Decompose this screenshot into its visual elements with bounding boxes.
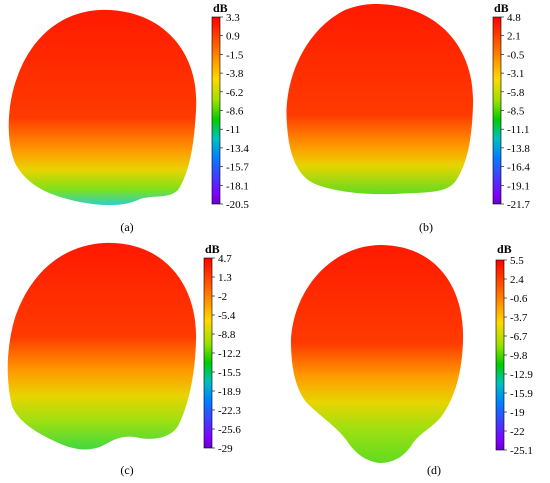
colorbar-ticks-d: 5.5 2.4 -0.6 -3.7 -6.7 -9.8 -12.9 -15.9 -19 -22 -2… [504, 255, 533, 457]
colorbar-tick-label-b: -11.1 [507, 124, 530, 136]
colorbar-tick-label-a: 3.3 [226, 12, 240, 24]
colorbar-tick-label-a: -15.7 [226, 162, 249, 174]
radiation-pattern-d [291, 245, 464, 463]
colorbar-tick-label-a: -20.5 [226, 199, 249, 211]
colorbar-ticks-b: 4.8 2.1 -0.5 -3.1 -5.8 -8.5 -11.1 -13.8 -16.4 -19… [501, 12, 530, 211]
panel-b-figure: dB 4.8 2.1 -0.5 -3.1 -5.8 -8.5 -11.1 -13.8 -16.4… [286, 1, 530, 211]
panel-label-a: (a) [120, 220, 134, 234]
radiation-pattern-a [8, 9, 197, 206]
colorbar-tick-label-b: -13.8 [507, 143, 530, 155]
colorbar-tick-label-a: -1.5 [226, 49, 244, 61]
colorbar-c [203, 257, 213, 449]
colorbar-tick-label-d: -9.8 [510, 350, 528, 362]
colorbar-tick-label-c: -25.6 [218, 424, 241, 436]
colorbar-tick-label-d: 2.4 [510, 274, 524, 286]
colorbar-tick-label-d: -3.7 [510, 312, 528, 324]
colorbar-tick-label-c: 1.3 [218, 272, 232, 284]
panel-label-b: (b) [419, 220, 433, 234]
colorbar-tick-label-b: -19.1 [507, 180, 530, 192]
colorbar-a [211, 16, 221, 205]
colorbar-tick-label-c: -2 [218, 291, 227, 303]
colorbar-tick-label-a: -3.8 [226, 68, 244, 80]
colorbar-tick-label-d: -19 [510, 407, 525, 419]
colorbar-tick-label-b: 4.8 [507, 12, 521, 24]
panel-a: dB 3.3 0.9 -1.5 -3.8 -6.2 -8.6 -11 -13.4 -15.7 -1… [0, 0, 275, 241]
colorbar-tick-label-d: -0.6 [510, 293, 528, 305]
colorbar-ticks-c: 4.7 1.3 -2 -5.4 -8.8 -12.2 -15.5 -18.9 -22.3 -25.… [212, 253, 241, 455]
colorbar-tick-label-d: -6.7 [510, 331, 528, 343]
colorbar-unit-c: dB [205, 242, 220, 256]
colorbar-tick-label-c: 4.7 [218, 253, 232, 265]
colorbar-unit-b: dB [494, 1, 509, 15]
colorbar-tick-label-b: -16.4 [507, 162, 530, 174]
colorbar-tick-label-c: -5.4 [218, 310, 236, 322]
colorbar-tick-label-c: -18.9 [218, 386, 241, 398]
colorbar-tick-label-c: -29 [218, 443, 233, 455]
radiation-pattern-c [7, 242, 197, 450]
colorbar-tick-label-b: -3.1 [507, 68, 524, 80]
colorbar-tick-label-a: 0.9 [226, 31, 240, 43]
colorbar-tick-label-b: -0.5 [507, 49, 525, 61]
colorbar-tick-label-d: -12.9 [510, 369, 533, 381]
colorbar-tick-label-a: -8.6 [226, 106, 244, 118]
colorbar-ticks-a: 3.3 0.9 -1.5 -3.8 -6.2 -8.6 -11 -13.4 -15.7 -18.1… [220, 12, 249, 211]
colorbar-tick-label-a: -11 [226, 124, 240, 136]
colorbar-unit-a: dB [213, 1, 228, 15]
colorbar-unit-d: dB [497, 242, 512, 256]
colorbar-tick-label-b: -8.5 [507, 106, 525, 118]
panel-d: dB 5.5 2.4 -0.6 -3.7 -6.7 -9.8 -12.9 -15.9 -19 -2… [275, 241, 550, 483]
colorbar-tick-label-c: -22.3 [218, 405, 241, 417]
colorbar-tick-label-c: -12.2 [218, 348, 241, 360]
colorbar-b [492, 16, 502, 205]
panel-label-c: (c) [120, 463, 134, 477]
colorbar-tick-label-d: -15.9 [510, 388, 533, 400]
panel-c: dB 4.7 1.3 -2 -5.4 -8.8 -12.2 -15.5 -18.9 -22.3 -… [0, 241, 275, 483]
colorbar-tick-label-d: -25.1 [510, 445, 533, 457]
panel-label-d: (d) [427, 463, 441, 477]
colorbar-tick-label-d: 5.5 [510, 255, 524, 267]
colorbar-tick-label-d: -22 [510, 426, 525, 438]
panel-b: dB 4.8 2.1 -0.5 -3.1 -5.8 -8.5 -11.1 -13.8 -16.4… [275, 0, 550, 241]
colorbar-tick-label-a: -18.1 [226, 180, 249, 192]
colorbar-tick-label-a: -6.2 [226, 87, 243, 99]
colorbar-tick-label-a: -13.4 [226, 143, 249, 155]
colorbar-tick-label-b: -5.8 [507, 87, 525, 99]
colorbar-tick-label-c: -8.8 [218, 329, 236, 341]
panel-c-figure: dB 4.7 1.3 -2 -5.4 -8.8 -12.2 -15.5 -18.9 -22.3 -… [7, 242, 241, 455]
colorbar-tick-label-b: 2.1 [507, 31, 521, 43]
colorbar-d [495, 259, 505, 451]
panel-d-figure: dB 5.5 2.4 -0.6 -3.7 -6.7 -9.8 -12.9 -15.9 -19 -2… [291, 242, 533, 463]
radiation-pattern-b [286, 4, 474, 195]
colorbar-tick-label-b: -21.7 [507, 199, 530, 211]
colorbar-tick-label-c: -15.5 [218, 367, 241, 379]
panel-a-figure: dB 3.3 0.9 -1.5 -3.8 -6.2 -8.6 -11 -13.4 -15.7 -1… [8, 1, 249, 211]
